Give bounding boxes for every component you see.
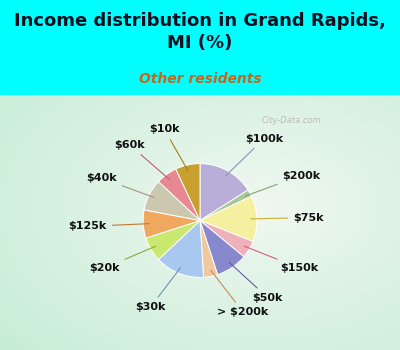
Text: $200k: $200k [245, 170, 320, 196]
Text: $30k: $30k [135, 268, 180, 312]
Text: City-Data.com: City-Data.com [262, 116, 322, 125]
Text: $50k: $50k [229, 262, 283, 303]
Wedge shape [158, 220, 204, 278]
Text: > $200k: > $200k [211, 270, 269, 317]
Text: $60k: $60k [114, 140, 170, 180]
Text: $125k: $125k [69, 221, 149, 231]
Text: $100k: $100k [225, 134, 283, 176]
Wedge shape [144, 182, 200, 220]
Wedge shape [143, 210, 200, 238]
Wedge shape [200, 220, 253, 257]
Wedge shape [146, 220, 200, 259]
Wedge shape [200, 220, 218, 277]
Text: Income distribution in Grand Rapids,
MI (%): Income distribution in Grand Rapids, MI … [14, 12, 386, 52]
Wedge shape [200, 163, 248, 220]
Text: $75k: $75k [251, 212, 324, 223]
Wedge shape [200, 196, 257, 242]
Text: $150k: $150k [244, 246, 318, 273]
Text: $20k: $20k [89, 246, 156, 273]
Text: Other residents: Other residents [139, 72, 261, 86]
Text: $10k: $10k [149, 125, 188, 171]
Wedge shape [200, 220, 244, 275]
Wedge shape [176, 163, 200, 220]
Wedge shape [158, 169, 200, 220]
Wedge shape [200, 190, 252, 220]
Text: $40k: $40k [86, 173, 154, 198]
